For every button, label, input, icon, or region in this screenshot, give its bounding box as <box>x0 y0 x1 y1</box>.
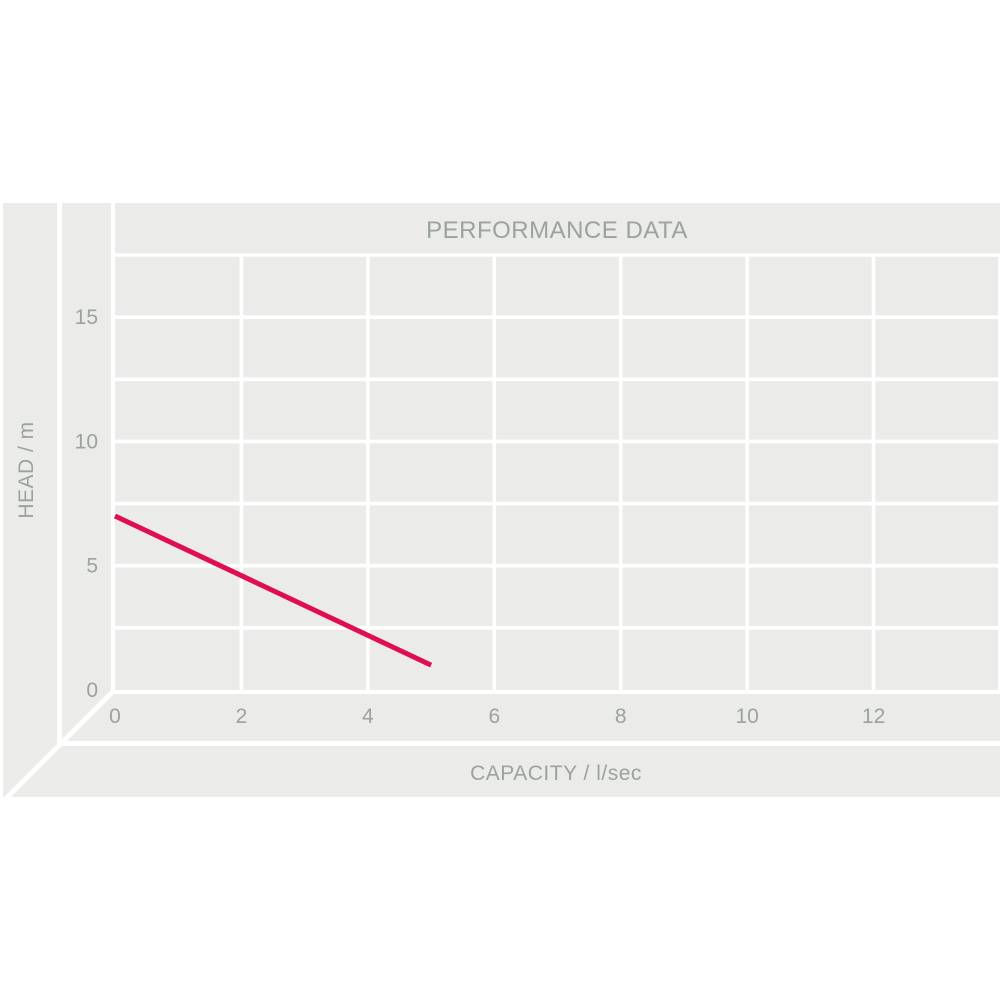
x-tick-label-10: 10 <box>735 705 758 728</box>
x-tick-label-2: 2 <box>236 705 248 728</box>
data-series <box>113 513 433 668</box>
x-tick-label-4: 4 <box>362 705 374 728</box>
axis-labels: PERFORMANCE DATA HEAD / m CAPACITY / l/s… <box>15 217 688 785</box>
y-tick-label-10: 10 <box>75 430 98 453</box>
y-tick-label-0: 0 <box>86 679 98 702</box>
x-axis-label: CAPACITY / l/sec <box>470 762 642 785</box>
x-tick-label-8: 8 <box>615 705 627 728</box>
plot-area <box>115 203 1000 690</box>
y-tick-label-5: 5 <box>86 555 98 578</box>
x-axis-title-panel <box>11 746 1000 797</box>
chart-title: PERFORMANCE DATA <box>426 217 688 244</box>
y-axis-label: HEAD / m <box>15 421 38 518</box>
x-tick-label-0: 0 <box>109 705 121 728</box>
x-tick-label-6: 6 <box>488 705 500 728</box>
y-axis-tick-panel <box>62 203 111 739</box>
pump-performance-curve <box>113 513 433 668</box>
chart-frame <box>3 203 1000 798</box>
x-axis-tick-panel <box>67 694 1000 741</box>
tick-labels: 0 5 10 15 0 2 4 6 8 10 12 <box>75 306 886 728</box>
x-tick-label-12: 12 <box>862 705 885 728</box>
y-tick-label-15: 15 <box>75 306 98 329</box>
gridlines <box>115 253 1000 690</box>
y-axis-title-panel <box>3 203 57 798</box>
